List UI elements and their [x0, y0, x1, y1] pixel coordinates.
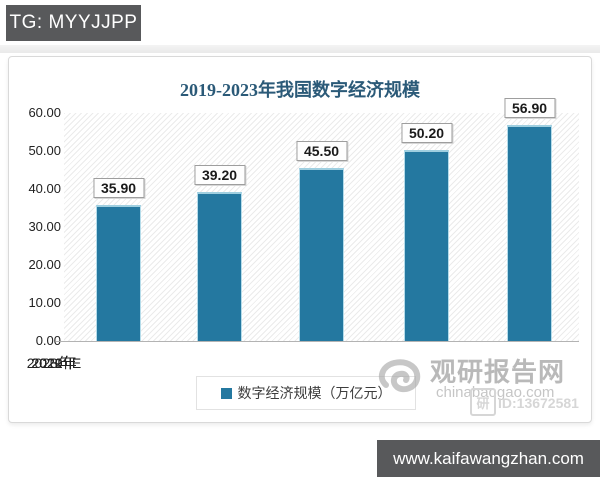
bar-value-label: 50.20 [400, 123, 453, 143]
x-axis-tick: 2019年 [31, 355, 77, 371]
legend-swatch-icon [220, 387, 232, 399]
bar-value-label: 39.20 [193, 165, 246, 185]
bar-2021 [299, 168, 344, 341]
tg-contact-label: TG: MYYJJPP [9, 12, 138, 33]
x-axis-tick: 2023年E [26, 355, 82, 371]
legend: 数字经济规模（万亿元） [196, 376, 416, 410]
footer-site-label: www.kaifawangzhan.com [393, 448, 584, 468]
bar-column-2020: 39.20 [193, 113, 246, 341]
tg-contact-badge: TG: MYYJJPP [6, 5, 141, 41]
bar-column-2021: 45.50 [295, 113, 348, 341]
y-axis-tick: 50.00 [28, 143, 61, 158]
bar-2020 [197, 192, 242, 341]
y-axis-tick: 60.00 [28, 105, 61, 120]
legend-label: 数字经济规模（万亿元） [237, 385, 392, 401]
y-axis-tick: 30.00 [28, 219, 61, 234]
y-axis-tick: 0.00 [35, 333, 61, 348]
bar-column-2019: 35.90 [92, 113, 145, 341]
bar-column-2023: 56.90 [503, 98, 556, 341]
bar-value-label: 45.50 [295, 141, 348, 161]
bar-2022 [404, 150, 449, 341]
y-axis-tick: 20.00 [28, 257, 61, 272]
x-axis-line [56, 341, 579, 342]
plot-area: 35.90 39.20 45.50 50.20 56.90 [64, 98, 579, 341]
x-axis-tick: 2022年 [31, 355, 77, 371]
bar-2019 [96, 205, 141, 341]
bar-2023e [507, 125, 552, 341]
bar-value-label: 35.90 [92, 178, 145, 198]
y-axis-tick: 10.00 [28, 295, 61, 310]
footer-site-badge: www.kaifawangzhan.com [377, 440, 600, 477]
bar-value-label: 56.90 [503, 98, 556, 118]
chart-card: 2019-2023年我国数字经济规模 60.00 50.00 40.00 30.… [8, 56, 592, 423]
x-axis-tick: 2021年 [31, 355, 77, 371]
chart-title: 2019-2023年我国数字经济规模 [180, 80, 420, 100]
y-axis-tick: 40.00 [28, 181, 61, 196]
bar-column-2022: 50.20 [400, 113, 453, 341]
top-divider [0, 45, 600, 53]
x-axis-tick: 2020年 [31, 355, 77, 371]
